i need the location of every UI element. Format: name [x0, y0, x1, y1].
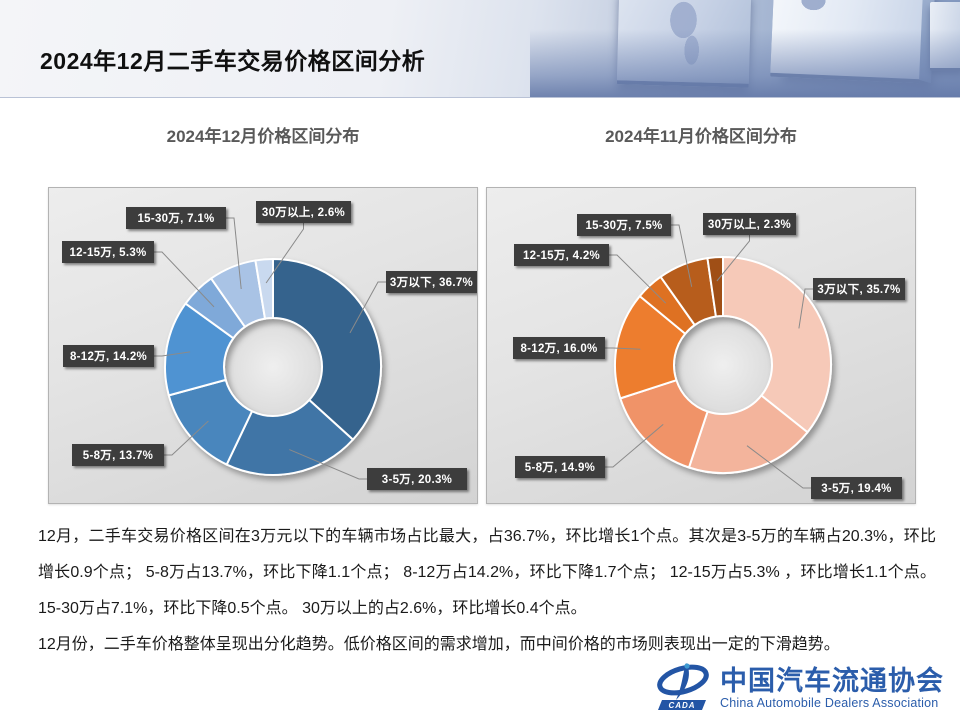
- segment-label-box: [72, 444, 164, 466]
- segment-label: 8-12万, 16.0%: [513, 337, 605, 359]
- page-title: 2024年12月二手车交易价格区间分析: [40, 48, 426, 74]
- leader-line: [605, 424, 664, 468]
- analysis-paragraph-2: 12月份，二手车价格整体呈现出分化趋势。低价格区间的需求增加，而中间价格的市场则…: [38, 636, 840, 653]
- segment-label: 5-8万, 13.7%: [72, 444, 164, 466]
- segment-label-text: 12-15万, 4.2%: [523, 249, 600, 262]
- segment-label: 8-12万, 14.2%: [63, 345, 154, 367]
- segment-label: 12-15万, 5.3%: [62, 241, 154, 263]
- segment-label: 5-8万, 14.9%: [515, 456, 605, 478]
- segment-label-box: [62, 241, 154, 263]
- segment-label: 3-5万, 19.4%: [811, 477, 902, 499]
- segment-label-text: 30万以上, 2.6%: [262, 205, 345, 219]
- segment-label-box: [367, 468, 467, 490]
- segment-label-box: [813, 278, 905, 300]
- header-cubes-image: [530, 0, 960, 97]
- leader-line: [265, 223, 304, 284]
- segment-label-box: [811, 477, 902, 499]
- segment-label-text: 15-30万, 7.5%: [585, 219, 662, 232]
- segment-label: 30万以上, 2.3%: [703, 213, 796, 235]
- leader-line: [154, 251, 215, 308]
- floor-gradient: [530, 0, 960, 97]
- donut-segment: [687, 394, 809, 474]
- chart-title-november: 2024年11月价格区间分布: [605, 127, 797, 146]
- leader-line: [605, 347, 641, 350]
- segment-label: 12-15万, 4.2%: [514, 244, 609, 266]
- segment-label-text: 3万以下, 35.7%: [817, 283, 900, 296]
- cada-logo-icon: CADA: [657, 663, 709, 710]
- segment-label-box: [513, 337, 605, 359]
- segment-labels: 3万以下, 36.7% 3-5万, 20.3% 5-8万, 13.7% 8-12万, …: [62, 201, 477, 490]
- segment-label-box: [63, 345, 154, 367]
- segment-label-text: 8-12万, 14.2%: [70, 350, 147, 363]
- segment-label-text: 3万以下, 36.7%: [390, 276, 473, 289]
- segment-label-box: [514, 244, 609, 266]
- segment-label-box: [386, 271, 477, 293]
- segment-label: 30万以上, 2.6%: [256, 201, 351, 223]
- footer-logo: CADA 中国汽车流通协会 China Automobile Dealers A…: [655, 660, 944, 716]
- donut-segments: [164, 258, 382, 476]
- analysis-text: 12月，二手车交易价格区间在3万元以下的车辆市场占比最大，占36.7%，环比增长…: [38, 519, 936, 663]
- donut-segments: [614, 256, 832, 474]
- leader-line: [349, 281, 386, 334]
- segment-label-text: 3-5万, 19.4%: [821, 482, 891, 495]
- segment-label: 3-5万, 20.3%: [367, 468, 467, 490]
- segment-label-box: [126, 207, 226, 229]
- segment-label-box: [515, 456, 605, 478]
- leader-line: [154, 351, 191, 357]
- leader-lines: [605, 224, 813, 489]
- segment-label-box: [256, 201, 351, 223]
- segment-label-text: 5-8万, 13.7%: [83, 449, 153, 462]
- leader-line: [164, 420, 209, 456]
- leader-line: [226, 217, 242, 290]
- segment-label-text: 8-12万, 16.0%: [520, 342, 597, 355]
- leader-lines: [154, 217, 386, 480]
- leader-line: [746, 445, 811, 489]
- segment-label-box: [577, 214, 671, 236]
- segment-labels: 3万以下, 35.7% 3-5万, 19.4% 5-8万, 14.9% 8-12万, …: [513, 213, 905, 499]
- leader-line: [609, 254, 667, 304]
- svg-text:CADA: CADA: [668, 701, 695, 710]
- header-banner: 2024年12月二手车交易价格区间分析: [0, 0, 960, 98]
- donut-segment: [706, 256, 724, 318]
- donut-segment: [272, 258, 382, 441]
- chart-title-december: 2024年12月价格区间分布: [166, 127, 360, 146]
- segment-label: 15-30万, 7.1%: [126, 207, 226, 229]
- segment-label: 3万以下, 36.7%: [386, 271, 477, 293]
- segment-label-text: 12-15万, 5.3%: [69, 246, 146, 259]
- segment-label: 3万以下, 35.7%: [813, 278, 905, 300]
- org-name-chinese: 中国汽车流通协会: [720, 665, 944, 696]
- donut-segment: [254, 258, 274, 320]
- leader-line: [798, 288, 813, 329]
- analysis-paragraph-1: 12月，二手车交易价格区间在3万元以下的车辆市场占比最大，占36.7%，环比增长…: [38, 528, 936, 617]
- leader-line: [289, 449, 367, 480]
- segment-label-text: 30万以上, 2.3%: [708, 217, 791, 231]
- donut-segment: [722, 256, 832, 434]
- segment-label-box: [703, 213, 796, 235]
- segment-label-text: 15-30万, 7.1%: [137, 212, 214, 225]
- chart-panel-november: 3万以下, 35.7% 3-5万, 19.4% 5-8万, 14.9% 8-12万, …: [486, 187, 916, 504]
- leader-line: [671, 224, 693, 287]
- segment-label-text: 3-5万, 20.3%: [382, 473, 452, 486]
- donut-chart-december: 3万以下, 36.7% 3-5万, 20.3% 5-8万, 13.7% 8-12万, …: [62, 201, 477, 490]
- footer-org-names: 中国汽车流通协会 China Automobile Dealers Associ…: [720, 666, 944, 711]
- leader-line: [716, 235, 750, 282]
- donut-chart-november: 3万以下, 35.7% 3-5万, 19.4% 5-8万, 14.9% 8-12万, …: [513, 213, 905, 499]
- segment-label: 15-30万, 7.5%: [577, 214, 671, 236]
- org-name-english: China Automobile Dealers Association: [720, 695, 939, 710]
- donut-hole: [224, 318, 322, 416]
- segment-label-text: 5-8万, 14.9%: [525, 461, 595, 474]
- chart-panel-december: 3万以下, 36.7% 3-5万, 20.3% 5-8万, 13.7% 8-12万, …: [48, 187, 478, 504]
- donut-hole: [674, 316, 772, 414]
